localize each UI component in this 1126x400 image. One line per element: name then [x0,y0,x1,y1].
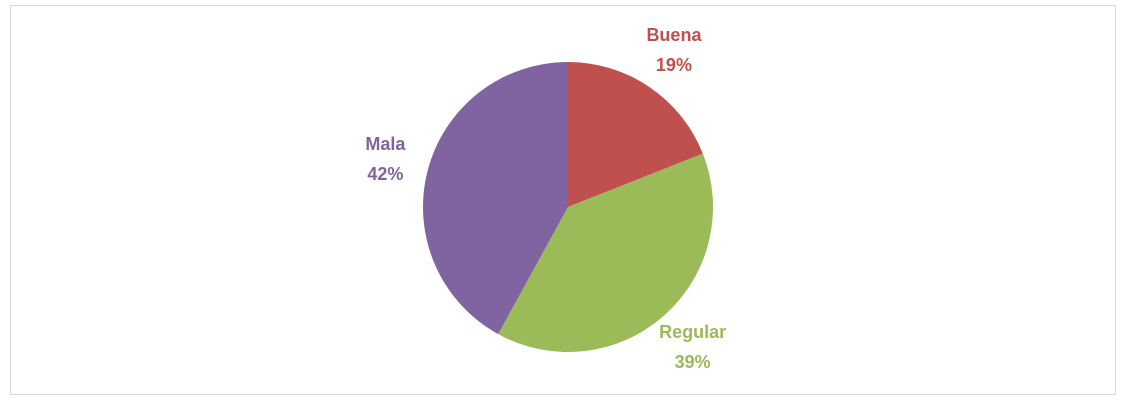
pie-slice [568,62,703,207]
slice-value-label: 39% [675,352,711,372]
slice-value-label: 42% [367,164,403,184]
pie-slice [498,153,713,353]
slice-label: Regular [659,322,726,342]
pie-slice [422,62,568,335]
slice-label: Buena [646,25,702,45]
slice-label: Mala [365,134,406,154]
slice-value-label: 19% [656,55,692,75]
